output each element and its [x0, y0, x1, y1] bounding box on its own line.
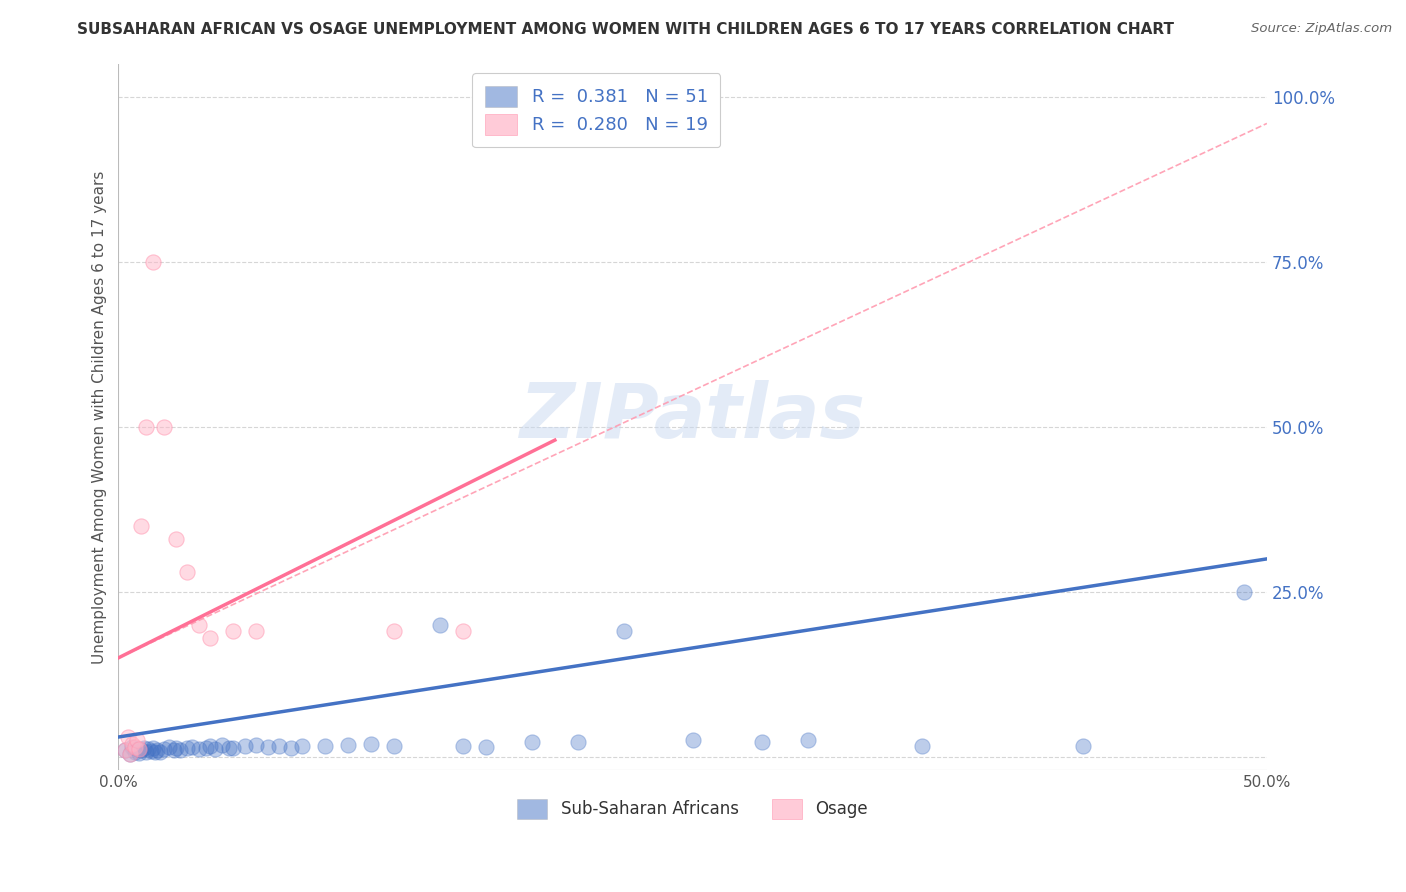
- Point: [153, 742, 176, 756]
- Point: [194, 740, 217, 755]
- Text: ZIPatlas: ZIPatlas: [520, 380, 866, 454]
- Point: [114, 743, 136, 757]
- Point: [451, 739, 474, 754]
- Point: [796, 733, 818, 747]
- Point: [128, 746, 150, 760]
- Point: [204, 742, 226, 756]
- Point: [256, 739, 278, 754]
- Point: [117, 730, 139, 744]
- Point: [131, 743, 153, 757]
- Point: [169, 742, 191, 756]
- Point: [382, 624, 405, 639]
- Y-axis label: Unemployment Among Women with Children Ages 6 to 17 years: Unemployment Among Women with Children A…: [93, 170, 107, 664]
- Text: SUBSAHARAN AFRICAN VS OSAGE UNEMPLOYMENT AMONG WOMEN WITH CHILDREN AGES 6 TO 17 : SUBSAHARAN AFRICAN VS OSAGE UNEMPLOYMENT…: [77, 22, 1174, 37]
- Point: [682, 733, 704, 747]
- Point: [314, 739, 336, 754]
- Point: [176, 741, 198, 756]
- Point: [128, 742, 150, 756]
- Point: [222, 624, 245, 639]
- Point: [520, 735, 543, 749]
- Point: [153, 420, 176, 434]
- Point: [118, 747, 141, 761]
- Text: Source: ZipAtlas.com: Source: ZipAtlas.com: [1251, 22, 1392, 36]
- Point: [245, 738, 267, 752]
- Point: [200, 631, 222, 645]
- Point: [218, 740, 240, 755]
- Point: [114, 743, 136, 757]
- Point: [200, 739, 222, 754]
- Point: [1233, 585, 1256, 599]
- Point: [1071, 739, 1094, 754]
- Point: [451, 624, 474, 639]
- Point: [121, 739, 143, 754]
- Point: [146, 742, 169, 756]
- Point: [751, 735, 773, 749]
- Point: [139, 744, 162, 758]
- Point: [131, 519, 153, 533]
- Point: [124, 739, 146, 754]
- Point: [222, 741, 245, 756]
- Point: [125, 742, 148, 756]
- Point: [475, 739, 498, 754]
- Point: [233, 739, 256, 754]
- Point: [429, 618, 451, 632]
- Point: [613, 624, 636, 639]
- Point: [360, 737, 382, 751]
- Point: [176, 565, 198, 579]
- Point: [142, 741, 165, 756]
- Point: [187, 742, 209, 756]
- Point: [567, 735, 589, 749]
- Point: [118, 747, 141, 761]
- Point: [382, 739, 405, 754]
- Point: [162, 743, 184, 757]
- Point: [280, 740, 302, 755]
- Point: [187, 618, 209, 632]
- Point: [337, 738, 360, 752]
- Point: [149, 745, 172, 759]
- Point: [121, 737, 143, 751]
- Point: [143, 745, 166, 759]
- Point: [157, 739, 180, 754]
- Point: [135, 745, 157, 759]
- Legend: Sub-Saharan Africans, Osage: Sub-Saharan Africans, Osage: [510, 793, 875, 825]
- Point: [269, 739, 291, 754]
- Point: [125, 733, 148, 747]
- Point: [132, 740, 155, 755]
- Point: [245, 624, 267, 639]
- Point: [142, 255, 165, 269]
- Point: [136, 742, 159, 756]
- Point: [135, 420, 157, 434]
- Point: [911, 739, 934, 754]
- Point: [291, 739, 314, 753]
- Point: [124, 745, 146, 759]
- Point: [211, 738, 233, 752]
- Point: [165, 741, 187, 756]
- Point: [181, 739, 204, 754]
- Point: [165, 532, 187, 546]
